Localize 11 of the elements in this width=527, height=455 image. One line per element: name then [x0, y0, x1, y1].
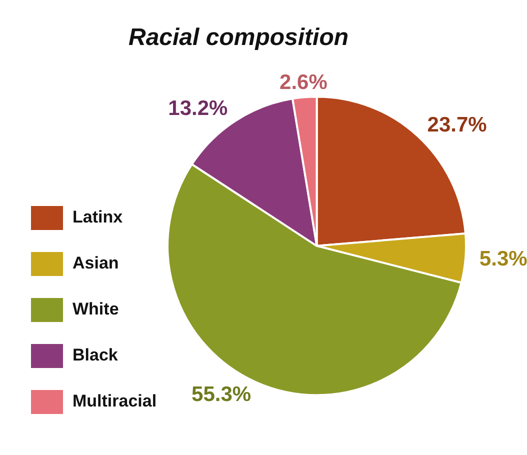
legend-label: White: [72, 300, 119, 319]
legend-label: Latinx: [72, 208, 124, 227]
chart-title: Racial composition: [128, 24, 349, 52]
data-label: 2.6%: [280, 71, 328, 94]
legend-label: Multiracial: [72, 392, 157, 411]
data-label: 55.3%: [192, 383, 252, 406]
legend-label: Asian: [72, 254, 119, 273]
data-label: 5.3%: [479, 247, 527, 270]
legend-label: Black: [72, 346, 118, 365]
data-label: 13.2%: [168, 96, 228, 120]
data-label: 23.7%: [427, 114, 488, 137]
